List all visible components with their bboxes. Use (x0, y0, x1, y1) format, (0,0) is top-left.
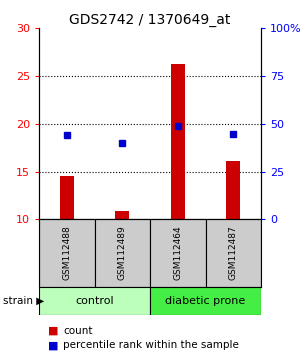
Bar (94, 219, 150, 287)
Text: GSM112489: GSM112489 (118, 226, 127, 280)
Text: ■: ■ (48, 326, 58, 336)
Text: GSM112487: GSM112487 (229, 226, 238, 280)
Bar (150, 219, 206, 287)
Text: GSM112488: GSM112488 (62, 226, 71, 280)
Text: diabetic prone: diabetic prone (165, 296, 246, 306)
Bar (206, 219, 261, 287)
Bar (150, 287, 261, 315)
Text: count: count (63, 326, 92, 336)
Bar (226, 161, 240, 219)
Text: control: control (75, 296, 114, 306)
Text: percentile rank within the sample: percentile rank within the sample (63, 340, 239, 350)
Bar (39, 287, 150, 315)
Bar (115, 211, 129, 219)
Text: GSM112464: GSM112464 (173, 226, 182, 280)
Text: strain ▶: strain ▶ (3, 296, 44, 306)
Text: ■: ■ (48, 340, 58, 350)
Bar (39, 219, 94, 287)
Bar (60, 176, 74, 219)
Bar (171, 64, 185, 219)
Title: GDS2742 / 1370649_at: GDS2742 / 1370649_at (69, 13, 231, 27)
